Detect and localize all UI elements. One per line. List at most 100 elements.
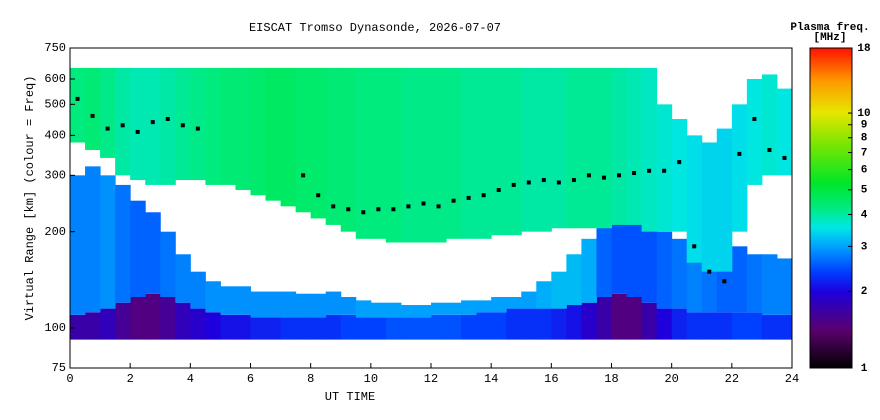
colorbar-swatch [810,352,852,355]
echo-cell [250,291,267,318]
echo-cell [130,200,146,298]
trace-point [105,126,110,131]
colorbar-swatch [810,50,852,53]
trace-point [376,207,381,212]
echo-cell [671,308,688,340]
colorbar-swatch [810,222,852,225]
colorbar-swatch [810,284,852,287]
echo-cell [626,206,643,298]
colorbar-swatch [810,276,852,279]
colorbar-swatch [810,132,852,135]
echo-cell [340,67,357,232]
colorbar-swatch [810,182,852,185]
echo-cell [205,312,221,340]
echo-cell [385,302,402,318]
echo-cell [746,312,763,340]
colorbar-swatch [810,306,852,309]
colorbar-swatch [810,326,852,329]
trace-point [90,113,95,118]
colorbar-swatch [810,256,852,259]
colorbar-swatch [810,48,852,51]
echo-cell [716,128,733,272]
echo-cell [85,67,101,151]
echo-cell [295,317,312,340]
echo-cell [641,67,658,232]
colorbar-tick-label: 10 [857,108,870,120]
colorbar-swatch [810,246,852,249]
colorbar-swatch [810,104,852,107]
echo-cell [701,312,718,340]
colorbar-tick-label: 4 [861,209,868,221]
echo-cell [611,293,628,340]
colorbar-swatch [810,318,852,321]
trace-point [195,126,200,131]
echo-cell [355,300,372,318]
trace-point [752,116,757,121]
echo-cell [205,281,221,313]
colorbar-swatch [810,94,852,97]
colorbar-swatch [810,294,852,297]
echo-cell [476,312,492,340]
colorbar-swatch [810,180,852,183]
colorbar-swatch [810,226,852,229]
trace-point [75,96,80,101]
colorbar-swatch [810,342,852,345]
colorbar-swatch [810,122,852,125]
colorbar-swatch [810,354,852,357]
echo-cell [431,67,447,243]
colorbar-swatch [810,54,852,57]
echo-cell [400,317,417,340]
colorbar-tick-label: 8 [861,133,868,145]
colorbar-swatch [810,290,852,293]
echo-cell [340,297,357,315]
colorbar-swatch [810,148,852,151]
trace-point [722,279,727,284]
colorbar-swatch [810,52,852,55]
echo-cell [175,254,191,303]
echo-cell [370,317,387,340]
colorbar-swatch [810,160,852,163]
echo-cell [190,308,206,340]
colorbar-swatch [810,304,852,307]
echo-cell [190,67,206,181]
colorbar-swatch [810,196,852,199]
echo-cell [385,67,402,243]
colorbar-swatch [810,96,852,99]
echo-cell [175,302,191,340]
trace-point [496,187,501,192]
colorbar-swatch [810,178,852,181]
echo-cell [280,67,297,207]
colorbar-swatch [810,258,852,261]
echo-cell [250,317,267,340]
trace-point [421,201,426,206]
echo-cell [626,67,643,225]
colorbar-tick-label: 1 [861,363,868,375]
echo-cell [566,67,582,229]
colorbar-swatch [810,254,852,257]
echo-cell [506,297,522,309]
echo-cell [761,74,778,176]
echo-cell [355,67,372,239]
colorbar-swatch [810,90,852,93]
echo-cell [355,317,372,340]
colorbar-swatch [810,314,852,317]
trace-point [406,204,411,209]
colorbar-swatch [810,310,852,313]
colorbar-swatch [810,98,852,101]
colorbar-swatch [810,344,852,347]
colorbar-swatch [810,152,852,155]
echo-cell [521,308,537,340]
echo-cell [551,67,567,229]
colorbar-swatch [810,68,852,71]
colorbar-swatch [810,272,852,275]
echo-cell [671,238,688,309]
colorbar-swatch [810,244,852,247]
echo-cell [115,184,131,303]
colorbar-swatch [810,138,852,141]
colorbar-swatch [810,174,852,177]
echo-cell [476,300,492,313]
colorbar-swatch [810,166,852,169]
echo-cell [491,312,507,340]
y-tick-label: 100 [44,321,66,335]
echo-cell [521,291,537,309]
